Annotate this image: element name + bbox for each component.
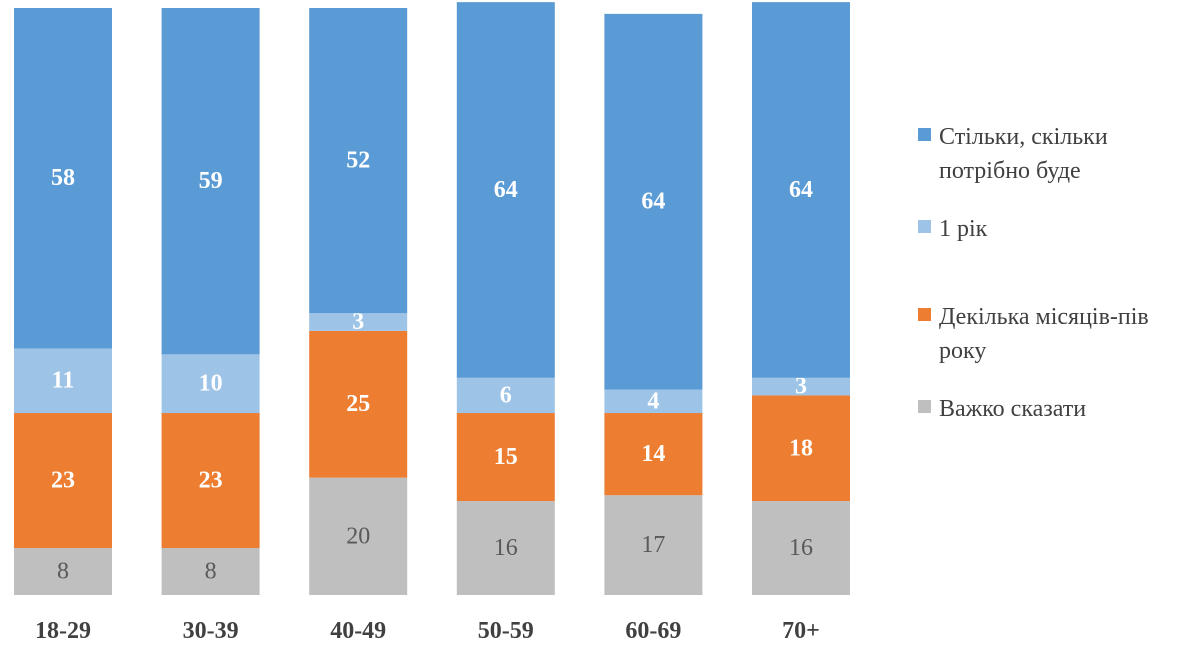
bar-segment xyxy=(161,354,260,414)
data-label: 64 xyxy=(494,177,518,203)
bar-segment xyxy=(14,348,112,414)
data-label: 18 xyxy=(789,435,813,461)
data-label: 8 xyxy=(205,559,217,585)
legend-item: 1 рік xyxy=(918,212,1200,246)
bar-segment xyxy=(604,413,703,496)
bar-segment xyxy=(456,413,555,502)
data-label: 58 xyxy=(51,165,75,191)
data-label: 64 xyxy=(789,177,813,203)
bar-segment xyxy=(752,395,850,502)
bar-segment xyxy=(309,313,408,331)
bar-segment xyxy=(604,389,703,414)
category-label: 50-59 xyxy=(478,618,534,644)
legend-swatch xyxy=(918,128,931,141)
bar-segment xyxy=(604,13,703,390)
data-label: 10 xyxy=(199,371,223,397)
data-label: 3 xyxy=(795,374,807,400)
legend-swatch xyxy=(918,400,931,413)
bar-segment xyxy=(309,330,408,478)
bar-segment xyxy=(161,8,260,355)
legend-item: Важко сказати xyxy=(918,392,1200,426)
data-label: 16 xyxy=(789,535,813,561)
stacked-bar-chart: 8 23 11 58 18-29 8 23 10 59 30-39 20 25 3 52 40-49 16 15… xyxy=(14,2,850,644)
legend-label: Декілька місяців-пів року xyxy=(939,304,1149,364)
category-label: 40-49 xyxy=(330,618,386,644)
bar-segment xyxy=(161,413,260,549)
data-label: 59 xyxy=(199,168,223,194)
bar-segment xyxy=(752,2,850,378)
bar-segment xyxy=(752,501,850,595)
bar-segment xyxy=(456,377,555,414)
data-label: 25 xyxy=(346,391,370,417)
legend-label: Важко сказати xyxy=(939,396,1087,422)
legend-item: Декілька місяців-пів року xyxy=(918,300,1200,368)
bar-segment xyxy=(14,8,112,349)
bar-segment xyxy=(161,548,260,595)
legend-item: Стільки, скільки потрібно буде xyxy=(918,120,1200,188)
bar-segment xyxy=(14,413,112,549)
data-label: 14 xyxy=(641,441,665,467)
data-label: 23 xyxy=(51,468,75,494)
data-label: 16 xyxy=(494,535,518,561)
bar-segment xyxy=(456,2,555,378)
category-label: 30-39 xyxy=(183,618,239,644)
data-label: 3 xyxy=(352,309,364,335)
bar-segment xyxy=(604,495,703,595)
category-label: 60-69 xyxy=(625,618,681,644)
bar-segment xyxy=(309,477,408,595)
chart-area: 8 23 11 58 18-29 8 23 10 59 30-39 20 25 3 52 40-49 16 15… xyxy=(14,2,850,644)
data-label: 11 xyxy=(52,368,75,394)
data-label: 4 xyxy=(647,388,659,414)
legend-swatch xyxy=(918,308,931,321)
data-label: 8 xyxy=(57,559,69,585)
data-label: 23 xyxy=(199,468,223,494)
data-label: 20 xyxy=(346,523,370,549)
legend-swatch xyxy=(918,220,931,233)
legend-label: 1 рік xyxy=(939,216,988,242)
bar-segment xyxy=(752,377,850,396)
bar-segment xyxy=(456,501,555,595)
data-label: 6 xyxy=(500,382,512,408)
category-label: 70+ xyxy=(782,618,820,644)
data-label: 64 xyxy=(641,189,665,215)
legend-label: Стільки, скільки потрібно буде xyxy=(939,124,1108,184)
bar-segment xyxy=(309,8,408,314)
data-label: 15 xyxy=(494,444,518,470)
bar-segment xyxy=(14,548,112,595)
category-label: 18-29 xyxy=(35,618,91,644)
data-label: 52 xyxy=(346,148,370,174)
data-label: 17 xyxy=(641,532,665,558)
